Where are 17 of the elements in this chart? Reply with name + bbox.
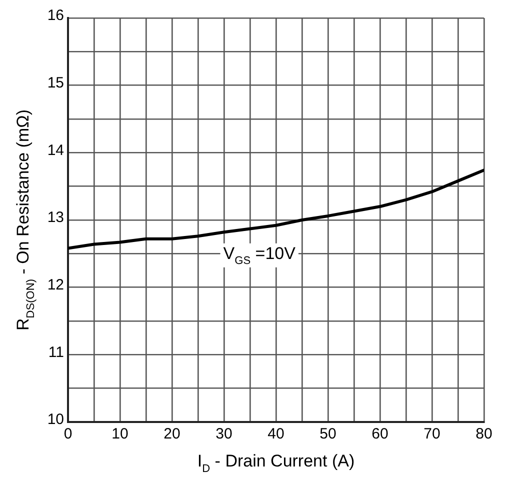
x-tick-label: 80 <box>476 426 492 443</box>
x-tick-label: 70 <box>424 426 440 443</box>
x-tick-label: 50 <box>320 426 336 443</box>
x-tick-label: 10 <box>112 426 128 443</box>
y-axis-title: RDS(ON) - On Resistance (mΩ) <box>14 109 37 331</box>
x-tick-label: 60 <box>372 426 388 443</box>
y-tick-label: 13 <box>47 209 64 226</box>
y-tick-label: 14 <box>47 142 64 159</box>
y-tick-label: 10 <box>47 411 64 428</box>
y-tick-label: 15 <box>47 74 64 92</box>
y-tick-label: 11 <box>48 344 64 361</box>
x-tick-label: 20 <box>164 426 180 443</box>
x-tick-label: 30 <box>216 426 232 443</box>
y-tick-label: 12 <box>47 276 64 294</box>
x-tick-label: 0 <box>64 426 72 443</box>
y-tick-label: 16 <box>47 7 64 24</box>
x-tick-label: 40 <box>268 426 284 443</box>
